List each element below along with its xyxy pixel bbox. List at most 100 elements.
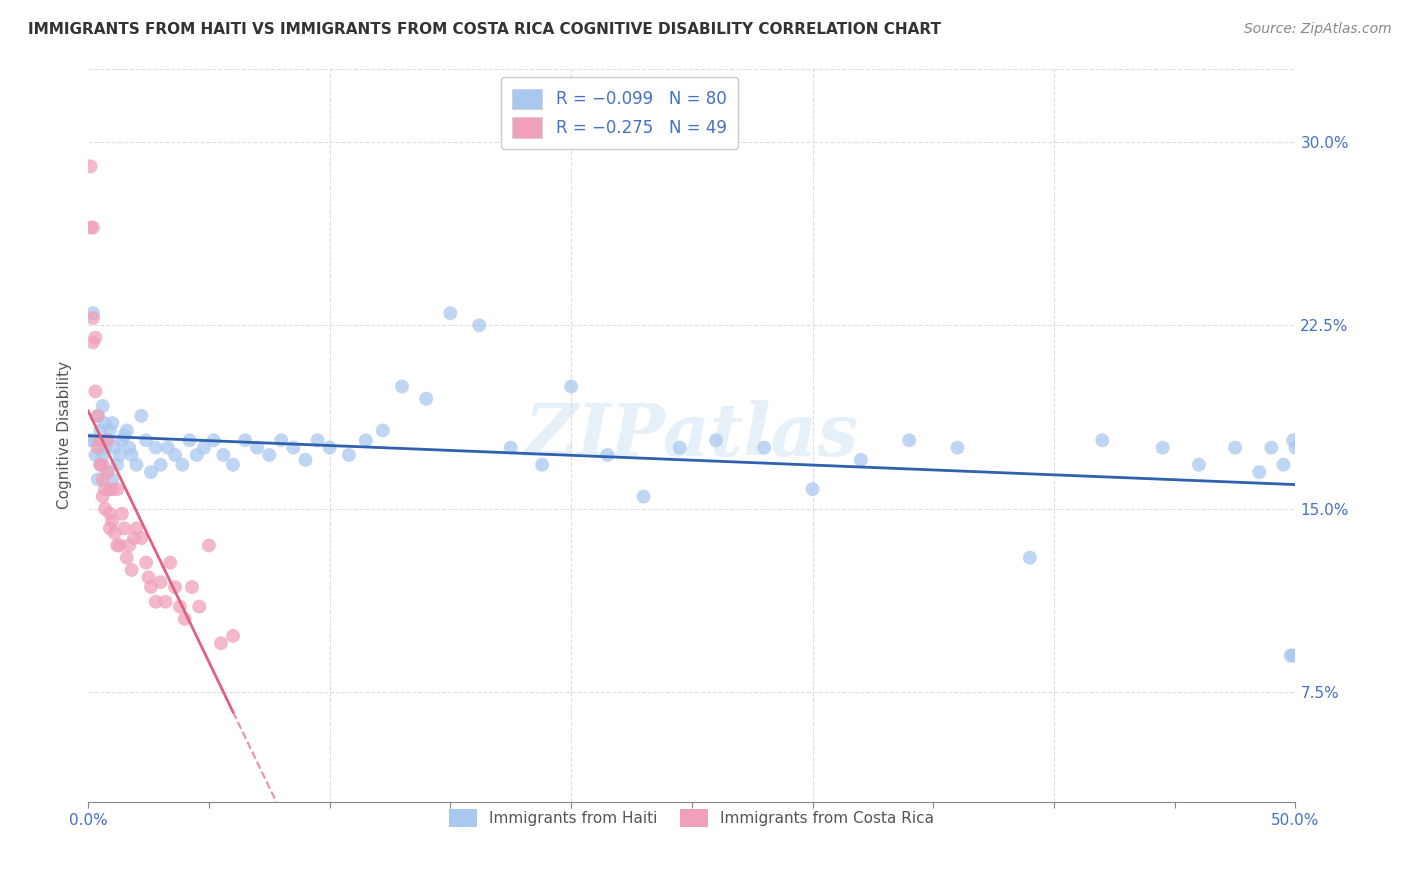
Point — [704, 434, 727, 448]
Point — [96, 465, 118, 479]
Point — [125, 458, 148, 472]
Point — [91, 399, 114, 413]
Point — [801, 482, 824, 496]
Point — [1152, 441, 1174, 455]
Point — [318, 441, 340, 455]
Point — [1091, 434, 1114, 448]
Point — [439, 306, 461, 320]
Point — [101, 514, 124, 528]
Point — [633, 490, 655, 504]
Point — [84, 448, 107, 462]
Point — [118, 441, 141, 455]
Point — [1260, 441, 1282, 455]
Point — [122, 531, 145, 545]
Point — [1282, 648, 1305, 663]
Point — [104, 526, 127, 541]
Point — [1272, 458, 1295, 472]
Text: ZIPatlas: ZIPatlas — [524, 400, 859, 471]
Point — [138, 570, 160, 584]
Point — [1282, 434, 1305, 448]
Point — [139, 580, 162, 594]
Point — [87, 409, 110, 423]
Point — [94, 441, 117, 455]
Point — [84, 330, 107, 344]
Point — [84, 384, 107, 399]
Point — [84, 434, 107, 448]
Point — [202, 434, 225, 448]
Point — [371, 424, 394, 438]
Point — [91, 458, 114, 472]
Point — [1249, 465, 1271, 479]
Point — [155, 595, 177, 609]
Point — [112, 428, 135, 442]
Point — [96, 465, 118, 479]
Point — [98, 507, 121, 521]
Point — [172, 458, 194, 472]
Point — [898, 434, 921, 448]
Point — [135, 556, 157, 570]
Point — [233, 434, 256, 448]
Point — [111, 434, 134, 448]
Point — [79, 434, 101, 448]
Point — [1188, 458, 1211, 472]
Point — [121, 563, 143, 577]
Point — [105, 482, 128, 496]
Point — [193, 441, 215, 455]
Point — [294, 453, 316, 467]
Point — [257, 448, 280, 462]
Point — [946, 441, 969, 455]
Point — [307, 434, 329, 448]
Point — [104, 441, 127, 455]
Point — [596, 448, 619, 462]
Point — [337, 448, 360, 462]
Point — [1223, 441, 1246, 455]
Point — [1279, 648, 1302, 663]
Point — [98, 424, 121, 438]
Point — [270, 434, 292, 448]
Point — [101, 416, 124, 430]
Point — [115, 424, 138, 438]
Point — [186, 448, 208, 462]
Point — [89, 458, 111, 472]
Point — [169, 599, 191, 614]
Point — [188, 599, 211, 614]
Point — [145, 441, 167, 455]
Point — [125, 521, 148, 535]
Point — [105, 538, 128, 552]
Point — [91, 448, 114, 462]
Point — [89, 424, 111, 438]
Point — [165, 580, 187, 594]
Point — [94, 501, 117, 516]
Point — [135, 434, 157, 448]
Point — [79, 159, 101, 173]
Point — [149, 458, 172, 472]
Point — [82, 310, 104, 325]
Point — [82, 335, 104, 350]
Point — [156, 441, 179, 455]
Point — [112, 521, 135, 535]
Point — [129, 531, 152, 545]
Point — [87, 409, 110, 423]
Y-axis label: Cognitive Disability: Cognitive Disability — [58, 361, 72, 509]
Point — [96, 434, 118, 448]
Point — [179, 434, 201, 448]
Point — [468, 318, 491, 333]
Point — [94, 416, 117, 430]
Point — [181, 580, 204, 594]
Point — [212, 448, 235, 462]
Point — [1018, 550, 1040, 565]
Point — [82, 220, 104, 235]
Point — [105, 458, 128, 472]
Point — [82, 306, 104, 320]
Legend: Immigrants from Haiti, Immigrants from Costa Rica: Immigrants from Haiti, Immigrants from C… — [441, 801, 942, 835]
Point — [415, 392, 437, 406]
Point — [173, 612, 195, 626]
Point — [283, 441, 305, 455]
Point — [94, 482, 117, 496]
Point — [354, 434, 377, 448]
Point — [87, 441, 110, 455]
Text: IMMIGRANTS FROM HAITI VS IMMIGRANTS FROM COSTA RICA COGNITIVE DISABILITY CORRELA: IMMIGRANTS FROM HAITI VS IMMIGRANTS FROM… — [28, 22, 941, 37]
Point — [96, 434, 118, 448]
Point — [101, 482, 124, 496]
Point — [222, 458, 245, 472]
